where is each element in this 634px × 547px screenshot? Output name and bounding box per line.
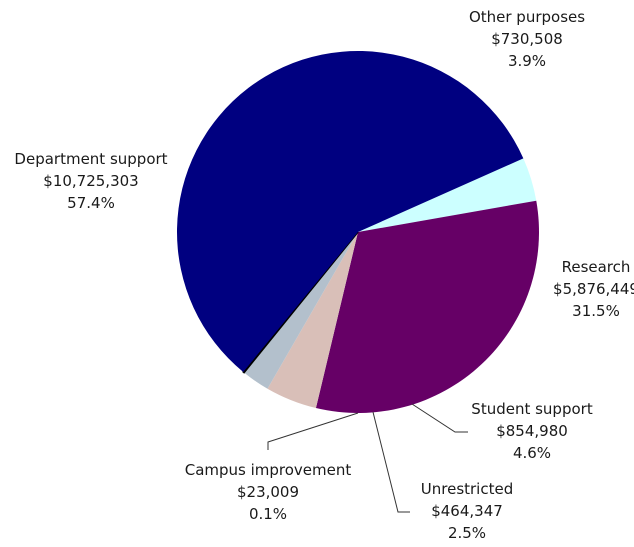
leader-line-campus-improvement bbox=[267, 412, 359, 450]
pie-slice-other-purposes bbox=[358, 158, 537, 232]
slice-label-student-support: Student support $854,980 4.6% bbox=[471, 400, 593, 462]
slice-label-research: Research $5,876,449 31.5% bbox=[553, 258, 634, 320]
slice-label-unrestricted: Unrestricted $464,347 2.5% bbox=[421, 480, 513, 542]
slice-label-other-purposes: Other purposes $730,508 3.9% bbox=[469, 8, 585, 70]
slice-label-department-support: Department support $10,725,303 57.4% bbox=[14, 150, 167, 212]
leader-line-unrestricted bbox=[372, 411, 410, 513]
slice-labels: Other purposes $730,508 3.9% Research $5,876… bbox=[14, 8, 634, 542]
pie-slice-campus-improvement bbox=[242, 231, 359, 374]
slice-label-campus-improvement: Campus improvement $23,009 0.1% bbox=[185, 461, 352, 523]
leader-lines bbox=[267, 403, 468, 513]
pie-slice-department-support bbox=[176, 50, 524, 372]
pie-slice-research bbox=[315, 200, 539, 413]
pie-slice-unrestricted bbox=[244, 232, 358, 389]
pie-slice-student-support bbox=[267, 232, 358, 409]
pie-slices bbox=[176, 50, 539, 413]
leader-line-student-support bbox=[411, 403, 468, 433]
